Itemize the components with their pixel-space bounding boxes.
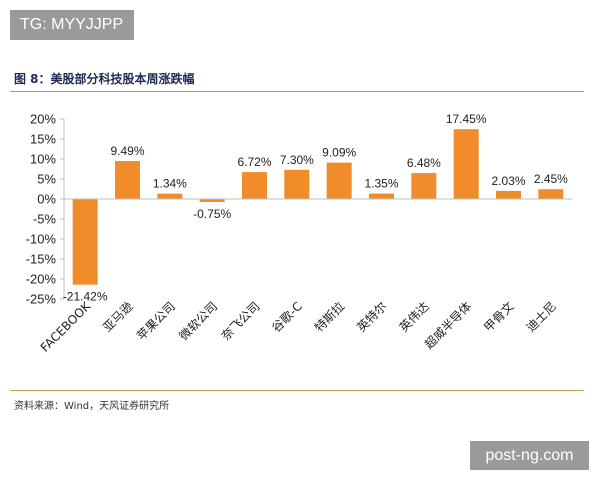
category-label: 亚马逊 bbox=[100, 299, 135, 334]
bar-series bbox=[64, 129, 572, 285]
data-label: 1.35% bbox=[364, 177, 398, 191]
category-label: 甲骨文 bbox=[481, 299, 517, 335]
figure-title: 图 8：美股部分科技股本周涨跌幅 bbox=[14, 72, 195, 86]
data-label: -21.42% bbox=[63, 290, 108, 304]
data-label: 1.34% bbox=[153, 177, 187, 191]
bar bbox=[411, 173, 437, 199]
y-tick-label: -5% bbox=[33, 212, 57, 227]
source-note: 资料来源：Wind，天风证券研究所 bbox=[14, 401, 170, 412]
bar bbox=[538, 189, 564, 199]
y-tick-label: -15% bbox=[26, 252, 57, 267]
category-label: 谷歌-C bbox=[268, 299, 305, 336]
data-label: -0.75% bbox=[193, 207, 231, 221]
bar bbox=[157, 193, 183, 199]
bar bbox=[453, 129, 479, 199]
data-label: 9.49% bbox=[110, 144, 144, 158]
data-label: 7.30% bbox=[280, 153, 314, 167]
footer-divider bbox=[10, 390, 584, 391]
bar bbox=[326, 162, 352, 199]
bar bbox=[199, 199, 225, 202]
y-tick-label: -10% bbox=[26, 232, 57, 247]
category-label: 迪士尼 bbox=[524, 299, 559, 334]
bar bbox=[496, 190, 521, 199]
category-label: FACEBOOK bbox=[38, 298, 94, 354]
channel-badge: TG: MYYJJPP bbox=[10, 10, 134, 40]
watermark-badge: post-ng.com bbox=[470, 441, 589, 470]
data-label: 17.45% bbox=[446, 112, 487, 126]
category-label: 英伟达 bbox=[397, 299, 432, 334]
y-tick-label: 5% bbox=[37, 172, 56, 187]
data-label: 9.09% bbox=[322, 146, 356, 160]
bar bbox=[115, 161, 140, 199]
y-axis: 20% 15% 10% 5% 0% -5% -10% -15% -20% -25% bbox=[26, 112, 65, 307]
bar bbox=[369, 193, 394, 199]
category-label: 奈飞公司 bbox=[219, 299, 263, 343]
bar bbox=[284, 169, 310, 199]
bar bbox=[72, 199, 98, 285]
data-label: 2.03% bbox=[491, 174, 525, 188]
category-label: 特斯拉 bbox=[311, 299, 347, 335]
title-divider bbox=[10, 91, 584, 92]
data-label: 6.72% bbox=[237, 155, 271, 169]
y-tick-label: -25% bbox=[26, 292, 57, 307]
data-label: 6.48% bbox=[407, 156, 441, 170]
y-tick-label: 15% bbox=[30, 132, 56, 147]
y-tick-label: 0% bbox=[37, 192, 56, 207]
category-label: 苹果公司 bbox=[134, 299, 178, 343]
y-tick-label: -20% bbox=[26, 272, 57, 287]
bar bbox=[242, 172, 267, 199]
y-tick-label: 10% bbox=[30, 152, 56, 167]
data-labels: -21.42% 9.49% 1.34% -0.75% 6.72% 7.30% 9.09% 1.… bbox=[63, 112, 568, 303]
category-label: 微软公司 bbox=[176, 299, 220, 343]
y-tick-label: 20% bbox=[30, 112, 56, 127]
data-label: 2.45% bbox=[534, 172, 568, 186]
category-label: 英特尔 bbox=[354, 299, 390, 335]
